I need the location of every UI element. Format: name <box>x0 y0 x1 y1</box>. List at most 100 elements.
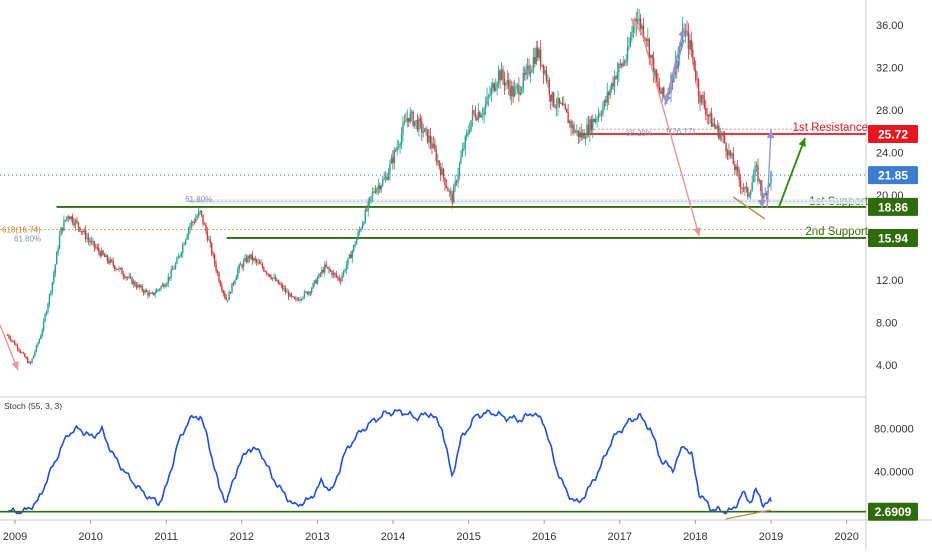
candle-body <box>495 87 497 91</box>
candle-body <box>751 182 753 192</box>
candle-body <box>286 291 288 293</box>
candle-body <box>157 289 159 291</box>
candle-body <box>244 257 246 262</box>
candle-body <box>392 157 394 163</box>
candle-body <box>364 209 367 223</box>
candle-body <box>303 291 306 298</box>
time-tick-label: 2019 <box>759 531 783 543</box>
arrow-big-down-head <box>693 227 701 236</box>
candle-body <box>644 37 646 40</box>
candle-body <box>509 86 511 97</box>
candle-body <box>584 137 587 139</box>
candle-body <box>263 267 265 272</box>
candle-body <box>209 239 211 244</box>
candle-body <box>247 255 249 262</box>
candle-body <box>402 123 404 134</box>
candle-body <box>515 86 517 89</box>
candle-body <box>735 166 737 171</box>
candles-layer <box>6 8 772 365</box>
candle-body <box>308 291 310 295</box>
candle-body <box>51 282 54 292</box>
candle-body <box>439 166 442 176</box>
candle-body <box>609 89 611 96</box>
candle-body <box>429 135 432 144</box>
candle-body <box>461 149 464 157</box>
candle-body <box>105 255 107 258</box>
candle-body <box>770 171 772 184</box>
price-tag-last-bg <box>868 166 918 185</box>
candle-body <box>489 95 491 96</box>
candle-body <box>218 273 220 282</box>
candle-body <box>311 288 313 293</box>
candle-body <box>377 185 380 189</box>
candle-body <box>166 283 168 286</box>
candle-body <box>116 269 119 270</box>
candle-body <box>96 247 98 249</box>
candle-body <box>638 18 640 21</box>
candle-body <box>387 173 390 180</box>
candle-body <box>224 293 226 298</box>
candle-body <box>363 222 365 225</box>
candle-body <box>19 350 22 353</box>
candle-body <box>335 274 338 277</box>
candle-body <box>516 85 519 87</box>
candle-body <box>558 97 561 104</box>
candle-body <box>373 191 375 193</box>
candle-body <box>22 352 25 354</box>
candle-body <box>268 274 271 277</box>
candle-body <box>129 276 132 278</box>
candle-body <box>345 265 348 271</box>
candle-body <box>28 362 30 363</box>
candle-body <box>70 216 72 220</box>
candle-body <box>299 299 301 301</box>
candle-body <box>297 299 300 301</box>
candle-body <box>113 265 116 269</box>
candle-body <box>519 92 522 95</box>
candle-body <box>525 69 527 75</box>
candle-body <box>108 260 110 264</box>
candle-body <box>654 69 656 77</box>
candle-body <box>579 132 581 137</box>
candle-body <box>680 42 682 49</box>
candle-body <box>379 185 381 190</box>
price-tag-resistance-bg <box>868 125 918 144</box>
candle-body <box>18 349 20 351</box>
candle-body <box>380 185 382 190</box>
candle-body <box>34 351 36 356</box>
candle-body <box>64 220 67 221</box>
candle-body <box>147 291 149 296</box>
candle-body <box>419 118 422 122</box>
candle-body <box>67 216 69 218</box>
candle-body <box>616 71 619 79</box>
candle-body <box>721 134 723 136</box>
candle-body <box>153 292 155 295</box>
candle-body <box>596 118 598 120</box>
candle-body <box>222 290 225 294</box>
candle-body <box>690 39 693 50</box>
candle-body <box>626 47 629 61</box>
candle-body <box>506 80 509 83</box>
candle-body <box>758 180 761 182</box>
candle-body <box>138 284 140 287</box>
candle-body <box>599 114 601 116</box>
candle-body <box>57 248 59 253</box>
candle-body <box>479 111 481 118</box>
candle-body <box>167 276 169 284</box>
candle-body <box>393 149 395 163</box>
time-tick-label: 2015 <box>456 531 480 543</box>
candle-body <box>573 124 575 133</box>
candle-body <box>729 150 732 156</box>
candle-body <box>287 291 290 297</box>
candle-body <box>715 126 717 129</box>
candle-body <box>658 86 661 92</box>
candle-body <box>211 243 213 255</box>
arrows-layer <box>0 17 806 371</box>
candle-body <box>53 273 55 283</box>
price-tag-support1-bg <box>868 197 918 216</box>
candle-body <box>319 273 322 275</box>
candle-body <box>750 191 752 196</box>
price-tag-support1-text: 18.86 <box>878 200 908 214</box>
candle-body <box>56 252 58 265</box>
candle-body <box>426 129 429 143</box>
candle-body <box>399 144 401 147</box>
